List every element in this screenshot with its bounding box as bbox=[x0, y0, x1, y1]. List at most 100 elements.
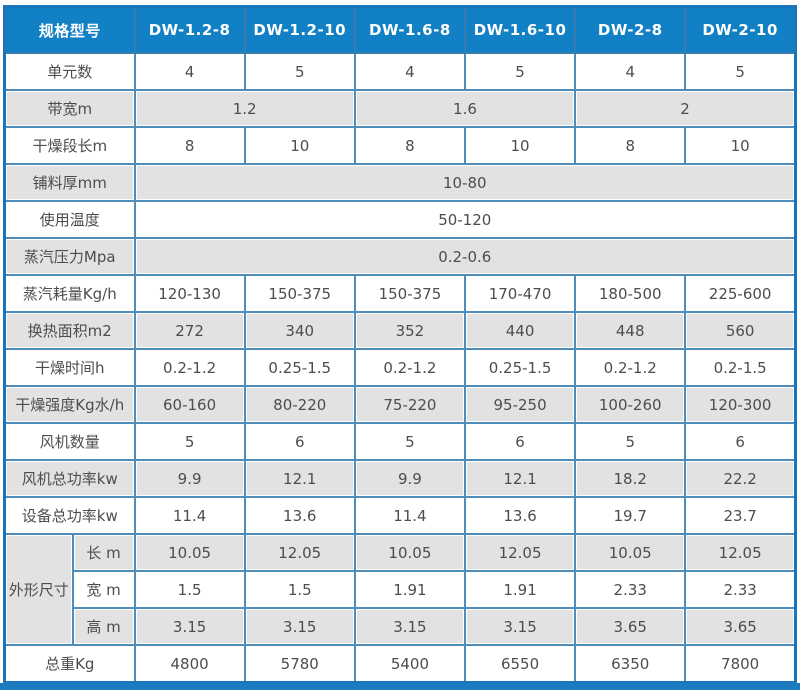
row-label-cell: 蒸汽压力Mpa bbox=[3, 237, 136, 276]
data-cell: 440 bbox=[463, 311, 577, 350]
data-cell: 2.33 bbox=[684, 570, 797, 609]
row-label-cell: 使用温度 bbox=[3, 200, 136, 239]
data-cell: 0.2-1.2 bbox=[133, 348, 246, 387]
data-cell: 150-375 bbox=[243, 274, 356, 313]
table-row: 使用温度 50-120 bbox=[3, 200, 797, 239]
header-row: 规格型号 DW-1.2-8 DW-1.2-10 DW-1.6-8 DW-1.6-10 DW… bbox=[3, 5, 797, 54]
data-cell: 4 bbox=[574, 52, 687, 91]
row-label-cell: 风机总功率kw bbox=[3, 459, 136, 498]
data-cell: 5 bbox=[243, 52, 356, 91]
data-cell: 22.2 bbox=[684, 459, 797, 498]
row-label-cell: 设备总功率kw bbox=[3, 496, 136, 535]
data-cell: 6 bbox=[243, 422, 356, 461]
table-row: 带宽m 1.2 1.6 2 bbox=[3, 89, 797, 128]
data-cell: 340 bbox=[243, 311, 356, 350]
table-row: 风机总功率kw 9.9 12.1 9.9 12.1 18.2 22.2 bbox=[3, 459, 797, 498]
data-cell: 5 bbox=[133, 422, 246, 461]
data-cell: 6 bbox=[684, 422, 797, 461]
data-cell: 13.6 bbox=[463, 496, 577, 535]
table-row: 高 m 3.15 3.15 3.15 3.15 3.65 3.65 bbox=[5, 607, 797, 646]
bottom-accent-bar bbox=[0, 683, 800, 690]
data-cell: 7800 bbox=[684, 644, 797, 684]
data-cell: 0.25-1.5 bbox=[463, 348, 577, 387]
data-cell: 12.05 bbox=[684, 533, 797, 572]
header-model-cell: DW-1.6-8 bbox=[353, 5, 466, 54]
data-cell: 12.1 bbox=[243, 459, 356, 498]
data-cell: 9.9 bbox=[353, 459, 466, 498]
data-cell: 4800 bbox=[133, 644, 246, 684]
header-model-cell: DW-1.6-10 bbox=[463, 5, 577, 54]
data-cell: 0.2-1.2 bbox=[353, 348, 466, 387]
data-cell: 10-80 bbox=[133, 163, 797, 202]
data-cell: 150-375 bbox=[353, 274, 466, 313]
data-cell: 8 bbox=[133, 126, 246, 165]
table-row: 设备总功率kw 11.4 13.6 11.4 13.6 19.7 23.7 bbox=[3, 496, 797, 535]
data-cell: 75-220 bbox=[353, 385, 466, 424]
row-label-cell: 风机数量 bbox=[3, 422, 136, 461]
table-row: 铺料厚mm 10-80 bbox=[3, 163, 797, 202]
data-cell: 3.65 bbox=[684, 607, 797, 646]
table-row: 蒸汽耗量Kg/h 120-130 150-375 150-375 170-470 180-… bbox=[3, 274, 797, 313]
data-cell: 50-120 bbox=[133, 200, 797, 239]
row-label-cell: 总重Kg bbox=[3, 644, 136, 684]
data-cell: 60-160 bbox=[133, 385, 246, 424]
spec-table-body: 单元数 4 5 4 5 4 5 带宽m 1.2 1.6 2 干燥段长m 8 10 8 10 8 10 铺料厚mm 10… bbox=[3, 52, 797, 684]
data-cell: 1.5 bbox=[133, 570, 246, 609]
data-cell: 1.91 bbox=[353, 570, 466, 609]
data-cell: 5 bbox=[463, 52, 577, 91]
table-row: 干燥时间h 0.2-1.2 0.25-1.5 0.2-1.2 0.25-1.5 0.2-1… bbox=[3, 348, 797, 387]
data-cell: 2.33 bbox=[574, 570, 687, 609]
data-cell: 8 bbox=[353, 126, 466, 165]
data-cell: 5780 bbox=[243, 644, 356, 684]
data-cell: 23.7 bbox=[684, 496, 797, 535]
data-cell: 352 bbox=[353, 311, 466, 350]
table-row: 外形尺寸长 m 10.05 12.05 10.05 12.05 10.05 12.05 bbox=[3, 533, 797, 646]
row-label-cell: 干燥段长m bbox=[3, 126, 136, 165]
table-row: 干燥强度Kg水/h 60-160 80-220 75-220 95-250 100-260… bbox=[3, 385, 797, 424]
data-cell: 100-260 bbox=[574, 385, 687, 424]
data-cell: 1.91 bbox=[463, 570, 577, 609]
data-cell: 10.05 bbox=[353, 533, 466, 572]
data-cell: 18.2 bbox=[574, 459, 687, 498]
table-row: 蒸汽压力Mpa 0.2-0.6 bbox=[3, 237, 797, 276]
data-cell: 19.7 bbox=[574, 496, 687, 535]
header-model-cell: DW-1.2-8 bbox=[133, 5, 246, 54]
header-spec-label: 规格型号 bbox=[3, 5, 136, 54]
data-cell: 3.65 bbox=[574, 607, 687, 646]
data-cell: 0.25-1.5 bbox=[243, 348, 356, 387]
data-cell: 80-220 bbox=[243, 385, 356, 424]
data-cell: 95-250 bbox=[463, 385, 577, 424]
data-cell: 448 bbox=[574, 311, 687, 350]
data-cell: 0.2-1.2 bbox=[574, 348, 687, 387]
sub-label-cell: 高 m bbox=[71, 607, 136, 646]
row-label-cell: 带宽m bbox=[3, 89, 136, 128]
data-cell: 3.15 bbox=[463, 607, 577, 646]
data-cell: 120-130 bbox=[133, 274, 246, 313]
data-cell: 11.4 bbox=[353, 496, 466, 535]
data-cell: 13.6 bbox=[243, 496, 356, 535]
data-cell: 225-600 bbox=[684, 274, 797, 313]
data-cell: 3.15 bbox=[243, 607, 356, 646]
data-cell: 12.05 bbox=[243, 533, 356, 572]
table-row: 干燥段长m 8 10 8 10 8 10 bbox=[3, 126, 797, 165]
row-label-cell: 换热面积m2 bbox=[3, 311, 136, 350]
data-cell: 272 bbox=[133, 311, 246, 350]
data-cell: 1.6 bbox=[353, 89, 577, 128]
data-cell: 6550 bbox=[463, 644, 577, 684]
data-cell: 5 bbox=[684, 52, 797, 91]
spec-table: 规格型号 DW-1.2-8 DW-1.2-10 DW-1.6-8 DW-1.6-10 DW… bbox=[3, 5, 797, 684]
data-cell: 5400 bbox=[353, 644, 466, 684]
data-cell: 10 bbox=[684, 126, 797, 165]
row-label-cell: 干燥时间h bbox=[3, 348, 136, 387]
header-model-cell: DW-1.2-10 bbox=[243, 5, 356, 54]
data-cell: 0.2-1.5 bbox=[684, 348, 797, 387]
data-cell: 1.5 bbox=[243, 570, 356, 609]
data-cell: 8 bbox=[574, 126, 687, 165]
data-cell: 10.05 bbox=[133, 533, 246, 572]
data-cell: 9.9 bbox=[133, 459, 246, 498]
data-cell: 120-300 bbox=[684, 385, 797, 424]
data-cell: 6 bbox=[463, 422, 577, 461]
spec-table-container: 规格型号 DW-1.2-8 DW-1.2-10 DW-1.6-8 DW-1.6-10 DW… bbox=[3, 5, 797, 684]
data-cell: 0.2-0.6 bbox=[133, 237, 797, 276]
row-label-cell: 铺料厚mm bbox=[3, 163, 136, 202]
